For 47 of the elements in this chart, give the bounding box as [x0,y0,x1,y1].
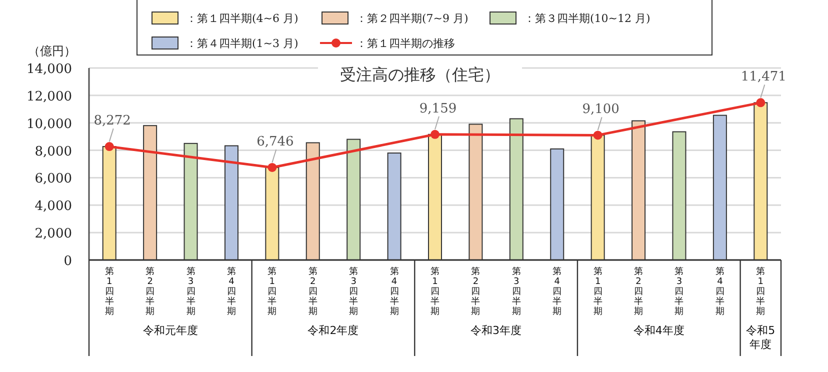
x-tick-label: 第1四半期 [756,266,766,317]
legend-label: ：第１四半期の推移 [356,37,455,50]
data-label: 6,746 [256,134,294,150]
x-tick-label: 第1四半期 [268,266,277,317]
x-tick-label: 第3四半期 [674,266,684,317]
x-tick-label: 第1四半期 [593,266,602,317]
text: 令和3年度 [470,324,523,338]
x-tick-label: 第4四半期 [552,266,562,317]
x-tick-label: 第2四半期 [308,266,318,317]
y-tick-label: 0 [64,254,72,269]
legend-label: ：第２四半期(7~9 月) [356,12,468,25]
x-tick-label: 第3四半期 [349,266,358,317]
x-tick-label: 第1四半期 [104,266,114,317]
text: 令和4年度 [632,324,686,338]
point [756,98,766,108]
y-tick-label: 8,000 [34,144,72,160]
x-tick-label: 第2四半期 [146,266,155,317]
chart-title: 受注高の推移（住宅） [340,65,500,84]
y-tick-label: 10,000 [26,116,72,132]
y-tick-label: 6,000 [34,172,72,187]
legend-label: ：第４四半期(1~3 月) [186,37,298,50]
x-tick-label: 第3四半期 [186,266,196,317]
y-tick-label: 12,000 [26,89,72,104]
data-label: 9,100 [582,102,620,118]
point [104,142,114,152]
point [593,130,602,140]
point [430,130,440,139]
data-label: 9,159 [419,101,457,116]
text: 令和5年度 [745,324,776,352]
x-tick-label: 第4四半期 [390,266,399,317]
data-label: 11,471 [740,70,786,85]
x-tick-label: 第2四半期 [634,266,644,317]
legend-label: ：第１四半期(4~6 月) [186,12,298,25]
legend-label: ：第３四半期(10~12 月) [524,12,650,25]
point [268,162,277,172]
text: 令和元年度 [142,324,199,338]
text: 令和2年度 [306,324,360,338]
y-tick-label: 4,000 [34,199,72,214]
x-tick-label: 第2四半期 [471,266,480,317]
y-tick-label: 2,000 [34,226,72,242]
x-tick-label: 第4四半期 [226,266,236,317]
x-tick-label: 第1四半期 [430,266,440,317]
x-tick-label: 第3四半期 [512,266,521,317]
y-axis-title: （億円） [28,44,76,58]
x-tick-label: 第4四半期 [715,266,724,317]
data-label: 8,272 [94,114,131,129]
y-tick-label: 14,000 [26,62,72,77]
